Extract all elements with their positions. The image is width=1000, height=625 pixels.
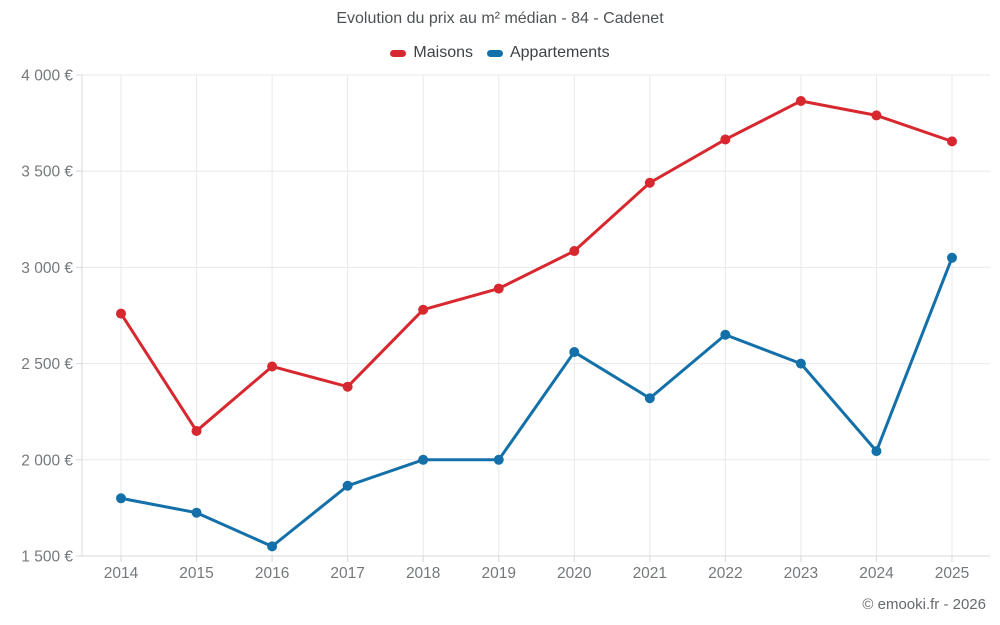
x-tick-label: 2015 bbox=[179, 565, 213, 582]
point-maisons-2017[interactable] bbox=[342, 381, 353, 392]
maisons-swatch-icon bbox=[390, 49, 407, 57]
point-appartements-2019[interactable] bbox=[493, 454, 504, 465]
point-maisons-2015[interactable] bbox=[191, 425, 202, 436]
point-maisons-2020[interactable] bbox=[569, 246, 580, 257]
x-tick-label: 2023 bbox=[784, 565, 818, 582]
x-tick-label: 2016 bbox=[255, 565, 289, 582]
legend-label-appartements: Appartements bbox=[509, 44, 610, 61]
point-maisons-2018[interactable] bbox=[418, 304, 429, 315]
x-tick-label: 2019 bbox=[481, 565, 515, 582]
legend-item-appartements[interactable]: Appartements bbox=[486, 44, 610, 62]
point-appartements-2021[interactable] bbox=[644, 393, 655, 404]
point-maisons-2019[interactable] bbox=[493, 283, 504, 294]
point-appartements-2016[interactable] bbox=[267, 541, 278, 552]
legend-item-maisons[interactable]: Maisons bbox=[390, 44, 473, 62]
point-maisons-2016[interactable] bbox=[267, 361, 278, 372]
point-appartements-2015[interactable] bbox=[191, 507, 202, 518]
line-maisons bbox=[119, 99, 954, 433]
chart-title: Evolution du prix au m² médian - 84 - Ca… bbox=[336, 10, 664, 27]
x-tick-label: 2020 bbox=[557, 565, 592, 582]
point-maisons-2025[interactable] bbox=[947, 136, 957, 147]
x-tick-label: 2021 bbox=[633, 565, 667, 582]
y-tick-label: 2 000 € bbox=[21, 452, 73, 469]
point-maisons-2023[interactable] bbox=[795, 95, 806, 106]
chart-legend: Maisons Appartements bbox=[0, 44, 1000, 62]
x-tick-label: 2017 bbox=[330, 565, 364, 582]
x-tick-label: 2024 bbox=[859, 565, 894, 582]
point-appartements-2023[interactable] bbox=[795, 358, 806, 369]
point-appartements-2014[interactable] bbox=[116, 493, 126, 504]
y-tick-label: 2 500 € bbox=[21, 356, 73, 373]
legend-label-maisons: Maisons bbox=[413, 44, 473, 61]
x-tick-label: 2018 bbox=[406, 565, 440, 582]
x-tick-label: 2014 bbox=[104, 565, 139, 582]
point-appartements-2025[interactable] bbox=[947, 252, 957, 263]
point-maisons-2014[interactable] bbox=[116, 308, 126, 319]
point-appartements-2024[interactable] bbox=[871, 446, 882, 457]
point-appartements-2017[interactable] bbox=[342, 480, 353, 491]
point-maisons-2021[interactable] bbox=[644, 177, 655, 188]
y-tick-label: 1 500 € bbox=[21, 549, 73, 566]
y-tick-label: 4 000 € bbox=[21, 68, 73, 85]
point-maisons-2022[interactable] bbox=[720, 134, 731, 145]
copyright: © emooki.fr - 2026 bbox=[862, 596, 986, 613]
appartements-swatch-icon bbox=[486, 49, 503, 57]
point-appartements-2020[interactable] bbox=[569, 347, 580, 358]
x-tick-label: 2025 bbox=[935, 565, 969, 582]
y-tick-label: 3 000 € bbox=[21, 260, 73, 277]
point-maisons-2024[interactable] bbox=[871, 110, 882, 121]
x-tick-label: 2022 bbox=[708, 565, 742, 582]
point-appartements-2018[interactable] bbox=[418, 454, 429, 465]
line-appartements bbox=[119, 256, 954, 548]
y-tick-label: 3 500 € bbox=[21, 164, 73, 181]
point-appartements-2022[interactable] bbox=[720, 329, 731, 340]
